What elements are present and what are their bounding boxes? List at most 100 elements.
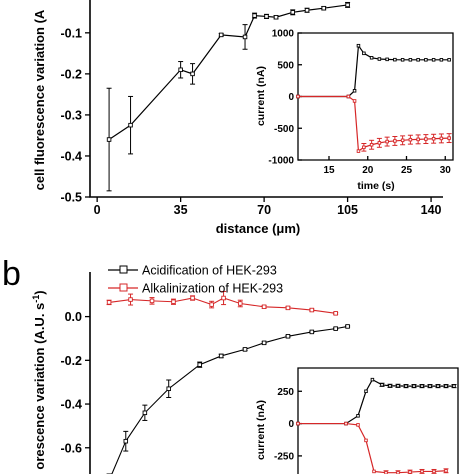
data-point	[404, 384, 408, 388]
x-tick-label: 35	[174, 203, 188, 217]
data-point	[439, 136, 444, 141]
data-point	[142, 410, 148, 416]
data-point	[106, 137, 112, 142]
inset-y-tick-label: 1000	[272, 29, 295, 40]
data-point	[377, 57, 382, 61]
data-point	[444, 384, 448, 388]
inset-y-tick-label: -1000	[268, 156, 294, 167]
data-point	[385, 57, 389, 62]
panel-a-chart: 0 35 70 105 140 -0.5 -0.4 -0.3 -0.2 -0.1 distance…	[32, 0, 454, 236]
data-point	[252, 13, 257, 18]
data-point	[273, 14, 279, 20]
data-point	[420, 469, 424, 474]
x-tick-label: 140	[421, 203, 442, 217]
inset-y-tick-label: 500	[277, 60, 294, 71]
series-line	[298, 95, 450, 153]
y-tick-label: -0.3	[60, 108, 82, 122]
data-point	[408, 58, 413, 62]
data-point	[218, 32, 224, 38]
panel-b-ylabel: orescence variation (A.U. s-1)	[31, 290, 47, 469]
data-point	[190, 295, 195, 301]
data-point	[369, 56, 374, 60]
data-point	[436, 384, 440, 388]
data-point	[393, 57, 397, 62]
data-point	[171, 299, 176, 304]
data-point	[356, 423, 360, 427]
data-point	[393, 139, 397, 143]
data-point	[396, 470, 400, 474]
y-tick-label: -0.4	[60, 398, 82, 412]
data-point	[264, 14, 269, 19]
data-point	[321, 5, 326, 11]
x-tick-label: 70	[257, 203, 271, 217]
data-point	[166, 386, 171, 391]
data-point	[218, 353, 224, 359]
data-point	[362, 145, 366, 150]
series-line	[111, 325, 348, 474]
data-point	[424, 137, 428, 141]
data-point	[400, 58, 405, 62]
data-point	[309, 307, 315, 313]
data-point	[396, 384, 400, 388]
data-point	[400, 138, 405, 143]
data-point	[304, 8, 310, 13]
inset-x-tick-label: 30	[440, 165, 452, 176]
data-point	[238, 301, 243, 306]
data-point	[345, 2, 350, 8]
data-point	[432, 469, 436, 474]
data-point	[388, 384, 392, 388]
inset-x-tick-label: 25	[401, 165, 413, 176]
panel-a-inset-ylabel: current (nA)	[255, 66, 267, 126]
data-point	[285, 334, 291, 339]
data-point	[344, 421, 348, 426]
inset-y-tick-label: 250	[277, 387, 294, 398]
data-point	[380, 383, 384, 387]
data-point	[372, 469, 376, 474]
data-point	[106, 300, 112, 305]
inset-x-tick-label: 15	[323, 165, 335, 176]
data-point	[261, 304, 267, 310]
data-point	[377, 141, 382, 145]
data-point	[352, 99, 357, 103]
data-point	[128, 122, 133, 128]
y-tick-label: -0.1	[60, 26, 82, 40]
data-point	[424, 58, 428, 62]
data-point	[447, 136, 451, 140]
y-tick-label: -0.4	[60, 149, 82, 163]
data-point	[285, 305, 291, 311]
data-point	[452, 384, 456, 388]
data-point	[333, 326, 338, 331]
data-point	[345, 324, 350, 329]
data-point	[296, 421, 300, 426]
legend-acidification: Acidification of HEK-293	[142, 264, 277, 278]
panel-b-inset: -250 0 250 current (nA)	[255, 367, 459, 474]
x-tick-label: 0	[94, 203, 101, 217]
data-point	[346, 94, 351, 99]
data-point	[428, 384, 432, 388]
panel-b-inset-ylabel: current (nA)	[255, 400, 267, 460]
data-point	[439, 58, 444, 62]
data-point	[221, 295, 226, 301]
data-point	[431, 136, 436, 141]
panel-b-label: b	[2, 255, 21, 293]
data-point	[369, 143, 374, 147]
data-point	[416, 58, 420, 62]
data-point	[408, 470, 412, 474]
x-tick-label: 105	[337, 203, 358, 217]
data-point	[385, 139, 389, 144]
data-point	[431, 58, 436, 62]
data-point	[370, 377, 375, 382]
panel-a-xlabel: distance (μm)	[216, 221, 301, 236]
data-point	[408, 137, 413, 142]
data-point	[242, 347, 248, 352]
inset-y-tick-label: -500	[274, 124, 294, 135]
inset-y-tick-label: 0	[288, 92, 294, 103]
data-point	[309, 329, 315, 335]
y-tick-label: -0.6	[60, 441, 82, 455]
data-point	[384, 470, 388, 474]
panel-a-inset: 15 20 25 30 -1000 -500 0 500 1000 time (s) curre…	[255, 29, 454, 192]
series-line	[109, 297, 336, 314]
data-point	[362, 51, 366, 56]
data-point	[261, 340, 267, 346]
data-point	[242, 34, 248, 40]
